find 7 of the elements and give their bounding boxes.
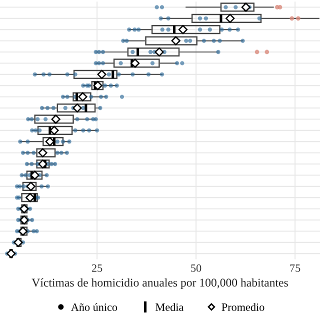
x-tick-label: 75: [290, 264, 300, 272]
text: Año único: [71, 303, 118, 311]
x-tick-label: 25: [92, 264, 102, 272]
x-tick-label: 50: [191, 264, 202, 272]
x-axis-title: Víctimas de homicidio anuales por 100,000 habitantes: [32, 278, 288, 290]
text: Media: [156, 303, 184, 311]
text: Promedio: [222, 303, 264, 311]
